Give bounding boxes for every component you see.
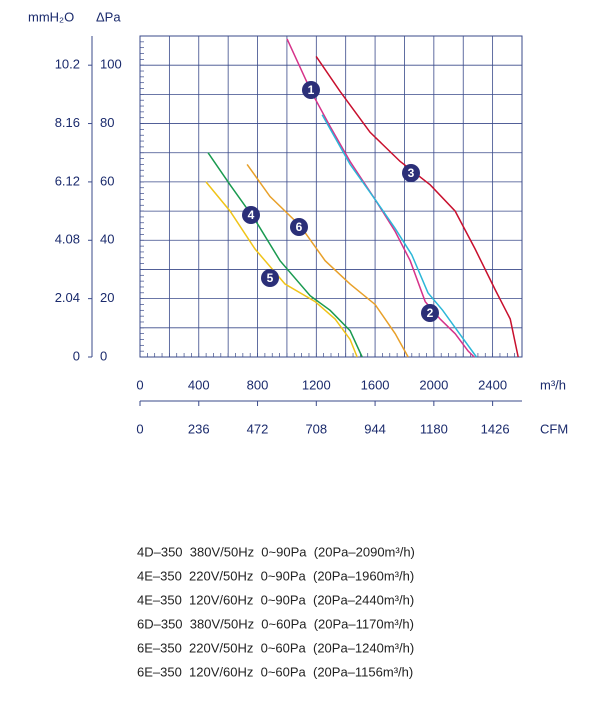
y2-tick-label: 4.08 <box>55 232 80 247</box>
x2-tick-label: 944 <box>364 421 386 436</box>
curve-marker <box>402 164 420 182</box>
y2-tick-label: 6.12 <box>55 173 80 188</box>
note: 4E–350 120V/60Hz 0~90Pa (20Pa–2440m³/h) <box>137 592 414 607</box>
x2-tick-label: 472 <box>247 421 269 436</box>
x-tick-label: 2400 <box>478 377 507 392</box>
y2-tick-label: 10.2 <box>55 57 80 72</box>
x2-tick-label: 236 <box>188 421 210 436</box>
x-axis-label: m³/h <box>540 377 566 392</box>
curve-marker <box>421 304 439 322</box>
x-tick-label: 2000 <box>419 377 448 392</box>
curve <box>205 181 358 358</box>
curve <box>207 152 363 358</box>
y-axis-label: ΔPa <box>96 9 121 24</box>
x-tick-label: 1600 <box>361 377 390 392</box>
x-tick-label: 1200 <box>302 377 331 392</box>
y2-tick-label: 8.16 <box>55 115 80 130</box>
curve-label: 6 <box>296 220 303 234</box>
curve <box>321 114 478 358</box>
note: 4D–350 380V/50Hz 0~90Pa (20Pa–2090m³/h) <box>137 544 415 559</box>
y2-tick-label: 2.04 <box>55 290 80 305</box>
x2-tick-label: 1180 <box>420 421 448 436</box>
curve-marker <box>302 81 320 99</box>
note: 4E–350 220V/50Hz 0~90Pa (20Pa–1960m³/h) <box>137 568 414 583</box>
curve-marker <box>261 269 279 287</box>
x2-tick-label: 708 <box>305 421 327 436</box>
x-tick-label: 400 <box>188 377 210 392</box>
note: 6E–350 220V/50Hz 0~60Pa (20Pa–1240m³/h) <box>137 640 414 655</box>
curve-label: 4 <box>248 208 255 222</box>
y-tick-label: 60 <box>100 173 114 188</box>
note: 6D–350 380V/50Hz 0~60Pa (20Pa–1170m³/h) <box>137 616 414 631</box>
x2-tick-label: 1426 <box>481 421 510 436</box>
y2-axis-label: mmH₂O <box>28 9 74 24</box>
curve <box>315 56 519 358</box>
curve-label: 3 <box>408 166 415 180</box>
curve-label: 2 <box>427 306 434 320</box>
x2-axis-label: CFM <box>540 421 568 436</box>
note: 6E–350 120V/60Hz 0~60Pa (20Pa–1156m³/h) <box>137 664 413 679</box>
curve <box>246 163 409 358</box>
curve <box>286 38 475 358</box>
y-tick-label: 40 <box>100 232 114 247</box>
curve-marker <box>290 218 308 236</box>
y-tick-label: 80 <box>100 115 114 130</box>
x-tick-label: 0 <box>136 377 143 392</box>
y-tick-label: 100 <box>100 57 122 72</box>
x-tick-label: 800 <box>247 377 269 392</box>
y-tick-label: 20 <box>100 290 114 305</box>
curve-label: 1 <box>308 83 315 97</box>
curve-marker <box>242 206 260 224</box>
y-tick-label: 0 <box>100 348 107 363</box>
x2-tick-label: 0 <box>136 421 143 436</box>
y2-tick-label: 0 <box>73 348 80 363</box>
curve-label: 5 <box>267 271 274 285</box>
